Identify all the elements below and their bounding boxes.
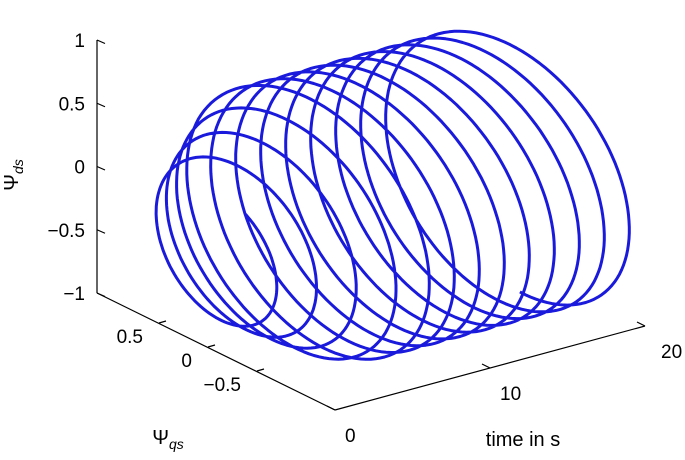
y-axis-line [96, 292, 336, 411]
y-tick-mark [256, 368, 265, 372]
x-tick-label: 0 [345, 426, 356, 447]
y-tick-mark [207, 344, 216, 348]
ticks: 1 0.5 0 −0.5 −1 0.5 0 −0.5 0 10 20 [47, 31, 682, 447]
axes [96, 40, 646, 411]
x-tick-mark [636, 321, 646, 327]
y-axis-label: Ψqs [152, 427, 184, 452]
z-tick-mark [96, 165, 106, 171]
z-tick-label: 0 [74, 158, 85, 179]
y-tick-label: 0.5 [117, 327, 143, 348]
x-tick-label: 10 [500, 384, 521, 405]
z-axis-label: Ψds [1, 159, 26, 191]
z-tick-label: −1 [63, 284, 85, 305]
y-tick-label: 0 [181, 351, 192, 372]
z-tick-label: 1 [74, 31, 85, 52]
x-tick-label: 20 [661, 342, 682, 363]
trajectory-line [154, 29, 631, 361]
x-tick-mark [326, 405, 336, 411]
y-axis-label-main: Ψ [152, 427, 169, 449]
y-axis-label-sub: qs [169, 436, 184, 452]
y-tick-mark [158, 320, 167, 324]
z-tick-mark [96, 39, 106, 45]
z-tick-label: 0.5 [59, 94, 85, 115]
z-tick-label: −0.5 [47, 221, 85, 242]
z-axis-label-sub: ds [10, 159, 26, 174]
z-tick-mark [96, 229, 106, 234]
y-tick-label: −0.5 [203, 375, 241, 396]
z-tick-mark [96, 292, 106, 298]
x-axis-label: time in s [486, 429, 560, 451]
z-tick-mark [96, 102, 106, 108]
z-axis-label-main: Ψ [1, 174, 23, 191]
x-tick-mark [481, 363, 491, 369]
spiral-trajectory [154, 29, 631, 361]
